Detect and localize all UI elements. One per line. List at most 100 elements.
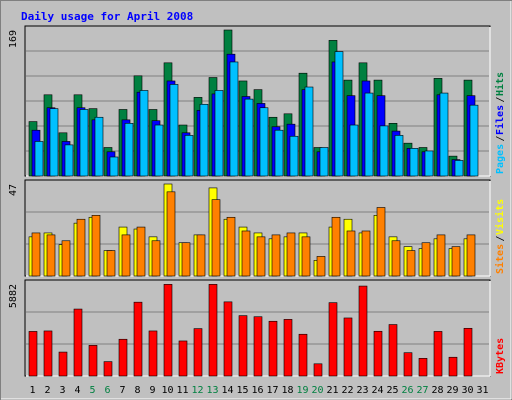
bar-pages-day-15 bbox=[244, 98, 254, 177]
bar-kbytes-day-20 bbox=[313, 363, 323, 377]
bar-kbytes-day-5 bbox=[88, 345, 98, 377]
legend-hits: Hits bbox=[494, 72, 506, 96]
bar-kbytes-day-29 bbox=[448, 356, 458, 377]
x-tick-day-31: 31 bbox=[476, 385, 488, 396]
bar-pages-day-19 bbox=[304, 86, 314, 177]
panel-visits-sites-max-label: 47 bbox=[8, 184, 19, 196]
bar-pages-day-29 bbox=[454, 160, 464, 177]
bar-pages-day-2 bbox=[49, 108, 59, 177]
bar-sites-day-28 bbox=[436, 234, 446, 277]
legend-sites: Sites bbox=[494, 244, 506, 274]
bar-kbytes-day-21 bbox=[328, 302, 338, 377]
x-tick-day-20: 20 bbox=[311, 385, 323, 396]
x-tick-day-15: 15 bbox=[236, 385, 248, 396]
legend-pages: Pages bbox=[495, 144, 506, 174]
bar-sites-day-3 bbox=[61, 240, 71, 277]
x-tick-day-30: 30 bbox=[461, 385, 473, 396]
bar-kbytes-day-13 bbox=[208, 284, 218, 377]
bar-kbytes-day-6 bbox=[103, 361, 113, 377]
bar-sites-day-14 bbox=[226, 216, 236, 277]
x-tick-day-23: 23 bbox=[356, 385, 368, 396]
panel-kbytes-max-label: 5882 bbox=[8, 284, 19, 308]
bar-sites-day-10 bbox=[166, 191, 176, 277]
x-tick-day-2: 2 bbox=[44, 385, 50, 396]
bar-kbytes-day-28 bbox=[433, 331, 443, 377]
x-tick-day-19: 19 bbox=[296, 385, 308, 396]
bar-sites-day-4 bbox=[76, 218, 86, 277]
x-tick-day-27: 27 bbox=[416, 385, 428, 396]
bar-kbytes-day-15 bbox=[238, 315, 248, 377]
x-tick-day-6: 6 bbox=[104, 385, 110, 396]
bar-sites-day-19 bbox=[301, 236, 311, 277]
bar-pages-day-4 bbox=[79, 109, 89, 177]
x-tick-day-24: 24 bbox=[371, 385, 383, 396]
bar-pages-day-27 bbox=[424, 150, 434, 177]
x-tick-day-12: 12 bbox=[191, 385, 203, 396]
x-tick-day-4: 4 bbox=[74, 385, 80, 396]
bar-pages-day-12 bbox=[199, 103, 209, 177]
bar-kbytes-day-26 bbox=[403, 352, 413, 377]
x-tick-day-13: 13 bbox=[206, 385, 218, 396]
x-tick-day-22: 22 bbox=[341, 385, 353, 396]
bar-kbytes-day-8 bbox=[133, 301, 143, 377]
bar-pages-day-23 bbox=[364, 92, 374, 177]
bar-sites-day-17 bbox=[271, 234, 281, 277]
bar-pages-day-21 bbox=[334, 51, 344, 177]
bar-pages-day-28 bbox=[439, 92, 449, 177]
x-tick-day-11: 11 bbox=[176, 385, 188, 396]
legend-kbytes: KBytes bbox=[495, 338, 506, 374]
bar-sites-day-26 bbox=[406, 250, 416, 277]
bar-pages-day-3 bbox=[64, 144, 74, 177]
bar-sites-day-20 bbox=[316, 256, 326, 277]
bar-pages-day-26 bbox=[409, 148, 419, 177]
bar-pages-day-16 bbox=[259, 107, 269, 177]
bar-pages-day-8 bbox=[139, 90, 149, 177]
bar-kbytes-day-17 bbox=[268, 320, 278, 377]
bar-sites-day-18 bbox=[286, 232, 296, 277]
bar-kbytes-day-1 bbox=[28, 331, 38, 377]
bar-pages-day-14 bbox=[229, 61, 239, 177]
x-tick-day-9: 9 bbox=[149, 385, 155, 396]
bar-sites-day-21 bbox=[331, 216, 341, 277]
bar-sites-day-1 bbox=[31, 232, 41, 277]
bar-pages-day-25 bbox=[394, 135, 404, 177]
bar-kbytes-day-9 bbox=[148, 330, 158, 377]
x-tick-day-10: 10 bbox=[161, 385, 173, 396]
bar-pages-day-20 bbox=[319, 147, 329, 177]
x-tick-day-5: 5 bbox=[89, 385, 95, 396]
bar-kbytes-day-27 bbox=[418, 358, 428, 377]
bar-kbytes-day-22 bbox=[343, 317, 353, 377]
bar-pages-day-9 bbox=[154, 124, 164, 177]
bar-sites-day-22 bbox=[346, 230, 356, 277]
bar-kbytes-day-3 bbox=[58, 351, 68, 377]
bar-sites-day-30 bbox=[466, 234, 476, 277]
bar-pages-day-10 bbox=[169, 84, 179, 177]
bar-sites-day-8 bbox=[136, 226, 146, 277]
bar-sites-day-11 bbox=[181, 242, 191, 277]
bar-pages-day-11 bbox=[184, 135, 194, 177]
bar-pages-day-6 bbox=[109, 156, 119, 177]
bar-pages-day-1 bbox=[34, 141, 44, 177]
x-tick-day-16: 16 bbox=[251, 385, 263, 396]
bar-pages-day-5 bbox=[94, 116, 104, 177]
bar-kbytes-day-23 bbox=[358, 285, 368, 377]
bar-sites-day-23 bbox=[361, 230, 371, 277]
x-tick-day-8: 8 bbox=[134, 385, 140, 396]
bar-sites-day-16 bbox=[256, 236, 266, 277]
x-tick-day-18: 18 bbox=[281, 385, 293, 396]
bar-kbytes-day-2 bbox=[43, 330, 53, 377]
bar-sites-day-2 bbox=[46, 234, 56, 277]
chart-title: Daily usage for April 2008 bbox=[21, 10, 193, 23]
x-tick-day-17: 17 bbox=[266, 385, 278, 396]
x-tick-day-28: 28 bbox=[431, 385, 443, 396]
bar-pages-day-22 bbox=[349, 124, 359, 177]
bar-kbytes-day-25 bbox=[388, 324, 398, 377]
bar-sites-day-7 bbox=[121, 234, 131, 277]
bar-kbytes-day-16 bbox=[253, 316, 263, 377]
bar-pages-day-30 bbox=[469, 104, 479, 177]
x-tick-day-14: 14 bbox=[221, 385, 233, 396]
bar-sites-day-9 bbox=[151, 240, 161, 277]
bar-sites-day-6 bbox=[106, 250, 116, 277]
bar-pages-day-13 bbox=[214, 90, 224, 177]
